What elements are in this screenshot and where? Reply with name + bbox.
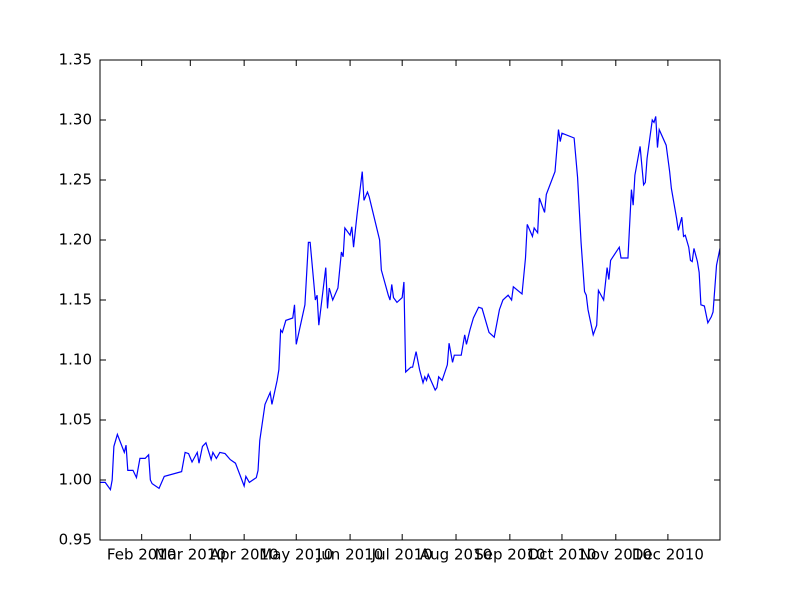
y-tick-label: 1.25 [59, 171, 92, 189]
x-tick-label: Mar 2010 [155, 546, 226, 564]
x-tick-label: Oct 2010 [528, 546, 597, 564]
y-tick-label: 1.15 [59, 291, 92, 309]
y-tick-label: 1.35 [59, 51, 92, 69]
x-tick-label: Jun 2010 [316, 546, 383, 564]
x-tick-label: Nov 2010 [580, 546, 652, 564]
y-tick-label: 1.05 [59, 411, 92, 429]
y-tick-label: 1.30 [59, 111, 92, 129]
y-tick-label: 0.95 [59, 531, 92, 549]
y-tick-label: 1.00 [59, 471, 92, 489]
x-tick-label: Jul 2010 [371, 546, 433, 564]
x-tick-label: Apr 2010 [210, 546, 279, 564]
y-tick-label: 1.10 [59, 351, 92, 369]
plot-frame [99, 59, 721, 541]
x-tick-label: Aug 2010 [420, 546, 492, 564]
y-tick-label: 1.20 [59, 231, 92, 249]
x-tick-label: Dec 2010 [632, 546, 704, 564]
line-series [100, 116, 721, 492]
x-tick-label: Feb 2010 [107, 546, 177, 564]
x-tick-label: Sep 2010 [474, 546, 545, 564]
x-tick-label: May 2010 [259, 546, 333, 564]
